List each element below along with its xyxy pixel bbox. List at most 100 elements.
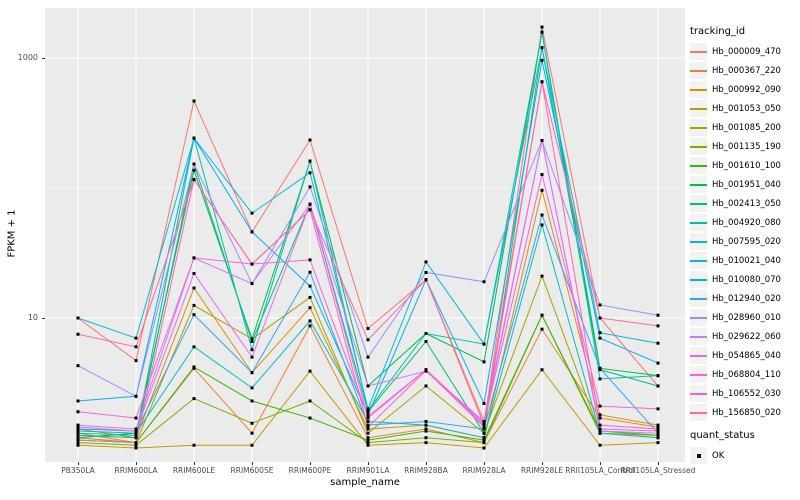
- data-point: [424, 339, 428, 343]
- legend-key-swatch: [690, 271, 707, 288]
- legend-title-tracking-id: tracking_id: [690, 26, 746, 37]
- series-color-line-icon: [690, 126, 707, 129]
- chart-canvas: [45, 8, 685, 462]
- data-point: [366, 413, 370, 417]
- legend-key-swatch: [690, 404, 707, 421]
- y-tick-label: 10: [27, 313, 38, 322]
- data-point: [540, 368, 544, 372]
- legend-key-swatch: [690, 366, 707, 383]
- data-point: [192, 303, 196, 307]
- legend-item-label: Hb_001053_050: [712, 103, 781, 114]
- legend-item-label: Hb_004920_080: [712, 217, 781, 228]
- data-point: [76, 431, 80, 435]
- legend-item: Hb_002413_050: [690, 194, 800, 213]
- data-point: [598, 331, 602, 335]
- data-point: [76, 410, 80, 414]
- legend-item-label: Hb_001610_100: [712, 160, 781, 171]
- legend-item: Hb_000009_470: [690, 42, 800, 61]
- data-point: [76, 433, 80, 437]
- series-color-line-icon: [690, 411, 707, 414]
- data-point: [76, 438, 80, 442]
- data-point: [424, 419, 428, 423]
- legend-item: Hb_001610_100: [690, 156, 800, 175]
- data-point: [308, 258, 312, 262]
- x-tick-mark: [368, 462, 369, 465]
- series-color-line-icon: [690, 50, 707, 53]
- data-point: [76, 443, 80, 447]
- data-point: [366, 443, 370, 447]
- legend-item-label: Hb_028960_010: [712, 312, 781, 323]
- data-point: [656, 341, 660, 345]
- legend-item: Hb_010080_070: [690, 270, 800, 289]
- data-point: [598, 404, 602, 408]
- series-color-line-icon: [690, 164, 707, 167]
- series-color-line-icon: [690, 335, 707, 338]
- data-point: [250, 230, 254, 234]
- data-point: [308, 185, 312, 189]
- data-point: [250, 262, 254, 266]
- legend-item: Hb_054865_040: [690, 346, 800, 365]
- legend-item: Hb_068804_110: [690, 365, 800, 384]
- data-point: [134, 336, 138, 340]
- legend-item-label: Hb_001085_200: [712, 122, 781, 133]
- legend-item-label: Hb_010080_070: [712, 274, 781, 285]
- x-tick-label: RRIM901LA: [346, 466, 390, 475]
- x-tick-label: RRIM928LA: [462, 466, 506, 475]
- data-point: [192, 271, 196, 275]
- data-point: [308, 324, 312, 328]
- data-point: [76, 399, 80, 403]
- data-point: [598, 423, 602, 427]
- legend-item-label: Hb_002413_050: [712, 198, 781, 209]
- data-point: [424, 436, 428, 440]
- data-point: [424, 260, 428, 264]
- data-point: [134, 359, 138, 363]
- legend-items-quant-status: OK: [690, 446, 800, 465]
- data-point: [424, 270, 428, 274]
- data-point: [192, 256, 196, 260]
- data-point: [134, 443, 138, 447]
- data-point: [134, 429, 138, 433]
- data-point: [656, 384, 660, 388]
- x-tick-mark: [484, 462, 485, 465]
- data-point: [134, 416, 138, 420]
- x-tick-mark: [252, 462, 253, 465]
- legend-item: Hb_001053_050: [690, 99, 800, 118]
- legend-item-label: Hb_000992_090: [712, 84, 781, 95]
- data-point: [308, 319, 312, 323]
- legend-item-quant: OK: [690, 446, 800, 465]
- data-point: [598, 429, 602, 433]
- data-point: [366, 438, 370, 442]
- data-point: [76, 316, 80, 320]
- legend-item: Hb_000367_220: [690, 61, 800, 80]
- data-point: [424, 368, 428, 372]
- data-point: [134, 394, 138, 398]
- data-point: [366, 338, 370, 342]
- legend-item-label: Hb_000367_220: [712, 65, 781, 76]
- legend-key-swatch: [690, 233, 707, 250]
- series-color-line-icon: [690, 240, 707, 243]
- series-color-line-icon: [690, 373, 707, 376]
- x-tick-label: RRIM600LA: [114, 466, 158, 475]
- data-point: [76, 441, 80, 445]
- legend-item: Hb_106552_030: [690, 384, 800, 403]
- data-point: [482, 342, 486, 346]
- legend-item: Hb_004920_080: [690, 213, 800, 232]
- data-point: [656, 427, 660, 431]
- y-tick-mark: [42, 318, 45, 319]
- legend-item-label: Hb_106552_030: [712, 388, 781, 399]
- data-point: [192, 286, 196, 290]
- data-point: [134, 345, 138, 349]
- data-point: [366, 327, 370, 331]
- series-color-line-icon: [690, 278, 707, 281]
- legend-item-label: OK: [712, 450, 725, 461]
- x-tick-label: RRII105LA_Stressed: [620, 466, 696, 475]
- data-point: [540, 138, 544, 142]
- data-point: [308, 270, 312, 274]
- series-color-line-icon: [690, 107, 707, 110]
- x-tick-mark: [78, 462, 79, 465]
- legend-item: Hb_029622_060: [690, 327, 800, 346]
- legend-key-swatch: [690, 100, 707, 117]
- series-color-line-icon: [690, 202, 707, 205]
- data-point: [656, 433, 660, 437]
- series-color-line-icon: [690, 183, 707, 186]
